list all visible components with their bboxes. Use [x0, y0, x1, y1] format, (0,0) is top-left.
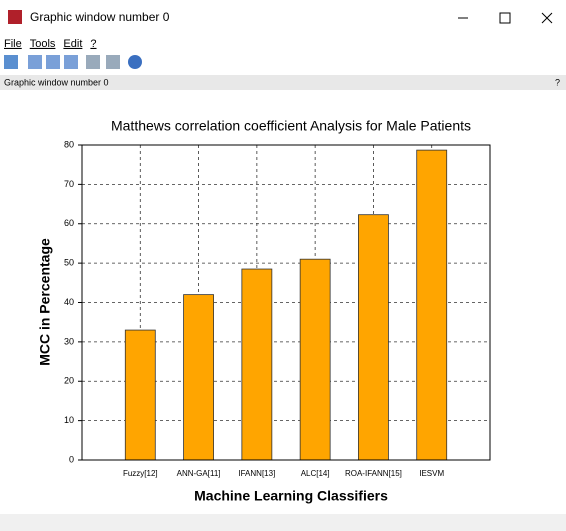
y-tick-label: 30: [64, 336, 74, 346]
maximize-button[interactable]: [499, 12, 511, 24]
info-text: Graphic window number 0: [4, 77, 109, 87]
bar: [241, 268, 273, 461]
tool-icon[interactable]: [64, 55, 78, 69]
tool-icon[interactable]: [28, 55, 42, 69]
help-icon[interactable]: [128, 55, 142, 69]
x-tick-label: IFANN[13]: [238, 469, 275, 478]
tool-icon[interactable]: [46, 55, 60, 69]
bar: [299, 258, 331, 461]
bar: [124, 329, 156, 461]
x-tick-label: ROA-IFANN[15]: [345, 469, 402, 478]
y-tick-label: 50: [64, 258, 74, 268]
menu-item[interactable]: Tools: [30, 38, 56, 50]
chart: Matthews correlation coefficient Analysi…: [37, 118, 491, 504]
tool-icon[interactable]: [86, 55, 100, 69]
info-bar: [0, 75, 566, 90]
x-tick-label: IESVM: [419, 469, 444, 478]
x-tick-label: ANN-GA[11]: [177, 469, 221, 478]
app-icon: [8, 10, 22, 24]
y-tick-label: 80: [64, 139, 74, 149]
y-tick-label: 0: [69, 454, 74, 464]
y-axis-label: MCC in Percentage: [37, 238, 53, 366]
bar: [358, 214, 389, 461]
bar: [183, 294, 214, 461]
bar: [416, 149, 448, 461]
y-tick-label: 70: [64, 179, 74, 189]
menu-bar: File Tools Edit?: [4, 38, 97, 50]
y-tick-label: 10: [64, 415, 74, 425]
chart-title: Matthews correlation coefficient Analysi…: [111, 118, 471, 134]
window-title: Graphic window number 0: [30, 10, 170, 24]
x-tick-label: Fuzzy[12]: [123, 469, 158, 478]
toolbar: [4, 55, 142, 69]
close-button[interactable]: [541, 12, 553, 24]
y-tick-label: 60: [64, 218, 74, 228]
menu-item[interactable]: ?: [90, 38, 96, 50]
tool-icon[interactable]: [4, 55, 18, 69]
status-bar: [0, 514, 566, 531]
x-axis-label: Machine Learning Classifiers: [194, 488, 388, 504]
y-tick-label: 20: [64, 376, 74, 386]
tool-icon[interactable]: [106, 55, 120, 69]
menu-item[interactable]: File: [4, 38, 22, 50]
info-help[interactable]: ?: [555, 77, 560, 87]
x-tick-label: ALC[14]: [301, 469, 330, 478]
menu-item[interactable]: Edit: [63, 38, 82, 50]
plot-frame: [81, 144, 491, 461]
y-tick-label: 40: [64, 297, 74, 307]
